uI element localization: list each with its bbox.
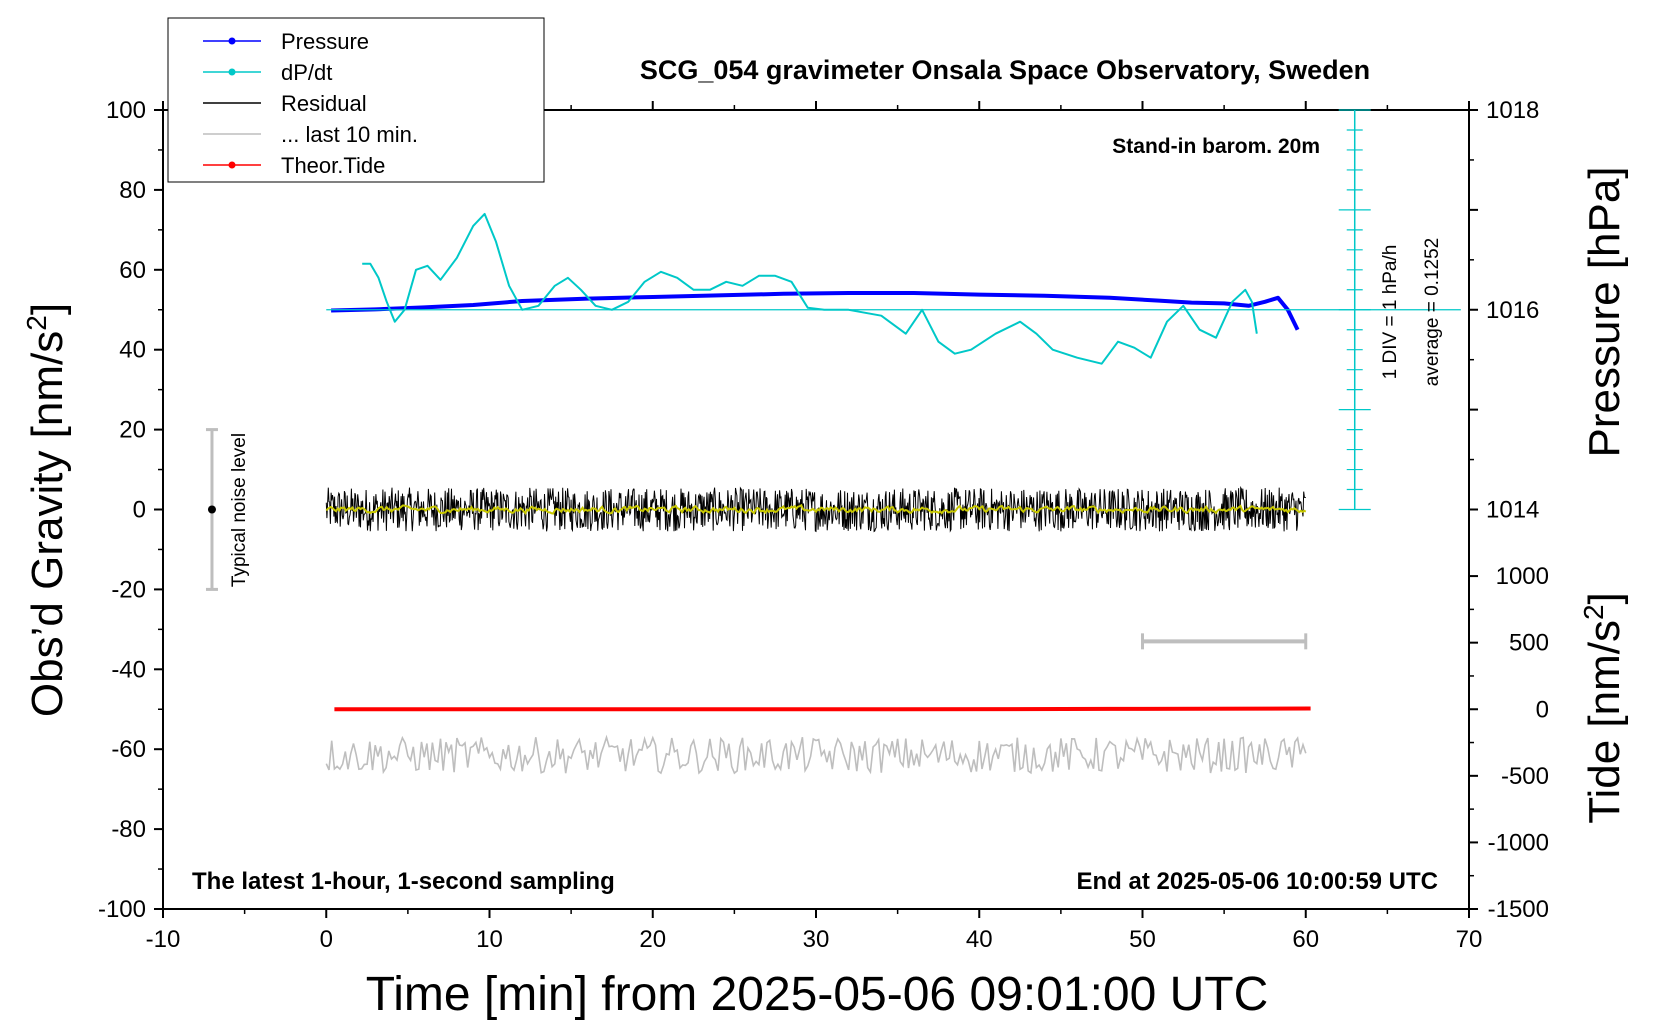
y-tick-label: -80: [111, 816, 146, 843]
series-residual: [325, 485, 1306, 533]
y-tick-label: 60: [119, 257, 146, 284]
series-theor-tide: [334, 706, 1311, 712]
x-tick-label: 50: [1129, 926, 1156, 953]
pressure-tick-label: 1016: [1486, 297, 1539, 324]
average-label: average = 0.1252: [1422, 238, 1443, 386]
legend-box: [167, 17, 545, 183]
y-axis-title-left: Obs’d Gravity [nm/s2]: [21, 303, 72, 717]
legend-label: dP/dt: [281, 60, 332, 85]
y-axis-title-tide: Tide [nm/s2]: [1578, 592, 1629, 824]
y-axis-title-left-sup: 2: [21, 315, 52, 331]
decor-layer: [205, 109, 1461, 650]
x-tick-label: 70: [1456, 926, 1483, 953]
series-last-10-min: [325, 734, 1307, 775]
y-tick-label: 20: [119, 417, 146, 444]
y-tick-label: 100: [106, 97, 146, 124]
chart-title: SCG_054 gravimeter Onsala Space Observat…: [640, 55, 1370, 85]
legend-marker: [228, 68, 236, 76]
x-tick-label: 60: [1292, 926, 1319, 953]
legend-label: Theor.Tide: [281, 153, 385, 178]
x-tick-label: 10: [476, 926, 503, 953]
y-tick-label: 0: [133, 497, 146, 524]
legend-label: ... last 10 min.: [281, 122, 418, 147]
x-tick-label: 0: [320, 926, 333, 953]
legend-label: Residual: [281, 91, 367, 116]
barometer-annotation: Stand-in barom. 20m: [1112, 135, 1320, 158]
end-time-annotation: End at 2025-05-06 10:00:59 UTC: [1077, 868, 1439, 895]
tide-tick-label: -1500: [1488, 896, 1549, 923]
latest-annotation: The latest 1-hour, 1-second sampling: [192, 868, 615, 895]
y-axis-title-left-end: ]: [23, 303, 72, 315]
noise-bar-center: [207, 505, 216, 514]
tide-tick-label: 0: [1536, 696, 1549, 723]
y-tick-label: 80: [119, 177, 146, 204]
x-axis-title: Time [min] from 2025-05-06 09:01:00 UTC: [366, 968, 1269, 1020]
y-axis-title-left-main: Obs’d Gravity [nm/s: [23, 331, 72, 717]
x-tick-label: 30: [803, 926, 830, 953]
x-tick-label: -10: [146, 926, 181, 953]
series-layer: [325, 212, 1311, 775]
legend-marker: [228, 37, 236, 45]
tide-tick-label: 500: [1509, 630, 1549, 657]
tide-tick-label: -500: [1501, 763, 1549, 790]
y-axis-title-pressure: Pressure [hPa]: [1580, 166, 1629, 457]
y-tick-label: -60: [111, 736, 146, 763]
pressure-tick-label: 1018: [1486, 97, 1539, 124]
pressure-tick-label: 1014: [1486, 497, 1539, 524]
y-axis-title-tide-main: Tide [nm/s: [1580, 620, 1629, 824]
x-tick-label: 40: [966, 926, 993, 953]
legend-marker: [228, 161, 236, 169]
tide-tick-label: -1000: [1488, 829, 1549, 856]
noise-label: Typical noise level: [229, 433, 250, 587]
y-tick-label: -40: [111, 656, 146, 683]
legend-label: Pressure: [281, 29, 369, 54]
legend: Pressure dP/dt Residual ... last 10 min. The…: [167, 17, 545, 183]
y-tick-label: 40: [119, 337, 146, 364]
y-axis-title-tide-sup: 2: [1578, 604, 1609, 620]
series-residual-smoothed: [325, 503, 1307, 515]
axes-layer: -10 0 10 20 30 40 50 60 70100806040200-20-40-60-…: [98, 97, 1549, 953]
y-tick-label: -100: [98, 896, 146, 923]
y-tick-label: -20: [111, 576, 146, 603]
tide-tick-label: 1000: [1496, 563, 1549, 590]
x-tick-label: 20: [639, 926, 666, 953]
div-label: 1 DIV = 1 hPa/h: [1380, 245, 1401, 380]
y-axis-title-tide-end: ]: [1580, 592, 1629, 604]
series-dp-dt: [362, 212, 1258, 365]
series-pressure: [331, 291, 1300, 331]
